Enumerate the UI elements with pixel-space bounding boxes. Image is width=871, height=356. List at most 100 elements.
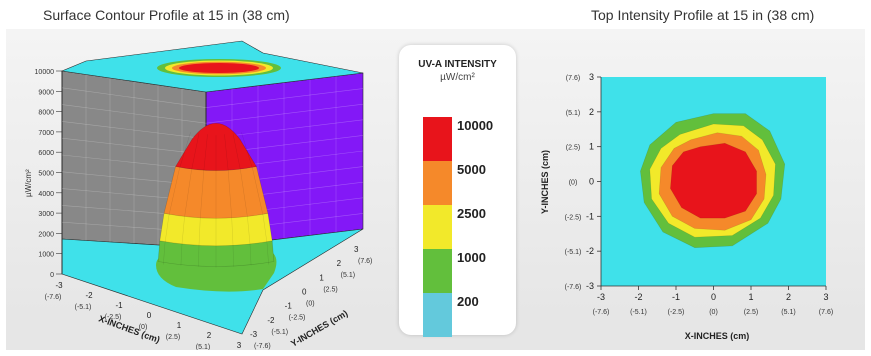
y-tick-cm-label: (5.1) xyxy=(341,272,355,279)
top-x-tick-label: -2 xyxy=(634,292,642,302)
surface-facet-line xyxy=(184,170,192,218)
top-x-tick-cm-label: (2.5) xyxy=(744,309,758,316)
x-tick-label: 2 xyxy=(207,331,212,340)
top-intensity-chart: -3 (-7.6) -2 (-5.1) -1 (-2.5) 0 (0) 1 (2.5) 2 (5.1)… xyxy=(540,72,833,341)
z-tick-label: 9000 xyxy=(38,89,54,96)
z-tick-label: 3000 xyxy=(38,211,54,218)
legend-unit: µW/cm² xyxy=(440,72,475,83)
chart-panel: 0 1000 2000 3000 4000 5000 6000 7000 8000 9000 100… xyxy=(6,29,865,350)
top-x-tick-label: -1 xyxy=(672,292,680,302)
top-x-tick-cm-label: (-5.1) xyxy=(630,309,647,316)
surface-facet-line xyxy=(262,216,268,244)
legend-label-2500: 2500 xyxy=(457,206,486,221)
x-tick-label: 1 xyxy=(177,321,182,330)
y-tick-cm-label: (-5.1) xyxy=(271,329,288,336)
x-tick-cm-label: (-5.1) xyxy=(75,304,92,311)
z-axis: 0 1000 2000 3000 4000 5000 6000 7000 8000 9000 100… xyxy=(35,69,62,279)
top-y-tick-label: 2 xyxy=(589,107,594,117)
surface-facet-line xyxy=(181,217,185,245)
x-tick-label: -3 xyxy=(55,281,63,290)
z-tick-label: 2000 xyxy=(38,231,54,238)
top-y-tick-cm-label: (5.1) xyxy=(566,110,580,117)
surface-facet-line xyxy=(228,171,232,219)
y-tick-cm-label: (0) xyxy=(306,301,315,308)
top-x-tick-label: 2 xyxy=(786,292,791,302)
legend-swatch-1000 xyxy=(423,249,452,293)
surface-facet-line xyxy=(198,218,201,246)
surface-facet-line xyxy=(179,132,191,170)
legend-label-10000: 10000 xyxy=(457,118,494,133)
z-tick-label: 8000 xyxy=(38,110,54,117)
y-tick-label: -2 xyxy=(267,316,275,325)
top-y-tick-label: -3 xyxy=(586,281,594,291)
z-tick-label: 1000 xyxy=(38,252,54,259)
top-y-axis-label: Y-INCHES (cm) xyxy=(540,150,550,214)
legend-swatch-10000 xyxy=(423,117,452,161)
ceiling-contour xyxy=(157,59,281,77)
y-tick-cm-label: (-7.6) xyxy=(254,343,271,350)
surface-facet-line xyxy=(180,244,183,266)
top-x-tick-label: 0 xyxy=(711,292,716,302)
surface-facet-line xyxy=(252,169,264,217)
surface-facet-line xyxy=(232,133,241,171)
surface-facet-line xyxy=(168,169,180,217)
x-tick-label: 0 xyxy=(147,311,152,320)
legend-swatch-2500 xyxy=(423,205,452,249)
z-axis-label: µW/cm² xyxy=(24,169,33,197)
top-y-tick-label: -2 xyxy=(586,246,594,256)
top-x-tick-label: 1 xyxy=(748,292,753,302)
surface-facet-line xyxy=(232,245,234,267)
z-tick-label: 10000 xyxy=(35,69,55,76)
surface-facet-line xyxy=(224,134,229,172)
surface-facet-line xyxy=(240,170,248,218)
legend-title: UV-A INTENSITY xyxy=(418,59,497,70)
top-x-tick-label: -3 xyxy=(597,292,605,302)
surface-facet-line xyxy=(241,132,253,170)
y-tick-label: 3 xyxy=(354,245,359,254)
top-y-tick-cm-label: (-5.1) xyxy=(565,249,582,256)
z-tick-label: 5000 xyxy=(38,171,54,178)
top-y-tick-cm-label: (-2.5) xyxy=(565,214,582,221)
contour-fills xyxy=(640,113,786,249)
y-tick-cm-label: (2.5) xyxy=(323,286,337,293)
surface-facet-line xyxy=(249,244,252,266)
top-x-tick-cm-label: (-7.6) xyxy=(593,309,610,316)
surface-facet-line xyxy=(200,171,204,219)
x-tick-label: -2 xyxy=(85,291,93,300)
surface-facet-line xyxy=(163,243,166,265)
legend-label-5000: 5000 xyxy=(457,162,486,177)
y-tick-cm-label: (7.6) xyxy=(358,258,372,265)
legend-card: UV-A INTENSITY µW/cm² 10000 5000 2500 1000 2… xyxy=(399,45,516,337)
x-tick-cm-label: (5.1) xyxy=(196,344,210,350)
x-tick-cm-label: (2.5) xyxy=(166,334,180,341)
wall-gridline xyxy=(205,103,364,124)
top-x-tick-label: 3 xyxy=(823,292,828,302)
legend-label-200: 200 xyxy=(457,294,479,309)
x-tick-cm-label: (-2.5) xyxy=(105,314,122,321)
surface-chart-title: Surface Contour Profile at 15 in (38 cm) xyxy=(43,7,290,23)
legend-swatch-5000 xyxy=(423,161,452,205)
y-tick-cm-label: (-2.5) xyxy=(289,315,306,322)
y-tick-label: -3 xyxy=(250,330,258,339)
surface-facet-line xyxy=(198,245,200,267)
surface-band-10000 xyxy=(175,123,257,171)
x-axis-label: X-INCHES (cm) xyxy=(97,313,161,344)
top-y-tick-label: 0 xyxy=(589,177,594,187)
surface-facet-line xyxy=(266,243,269,265)
wall-gridline xyxy=(61,104,207,124)
wall-gridline xyxy=(205,88,364,108)
top-y-tick-label: 1 xyxy=(589,142,594,152)
wall-gridline xyxy=(61,121,207,140)
surface-facet-line xyxy=(203,134,208,172)
top-y-tick-cm-label: (7.6) xyxy=(566,75,580,82)
legend-label-1000: 1000 xyxy=(457,250,486,265)
surface-contour-chart: 0100020003000400050006000700080009000100… xyxy=(24,40,372,350)
surface-bands xyxy=(157,123,275,268)
top-y-tick-cm-label: (-7.6) xyxy=(565,284,582,291)
top-y-tick-label: 3 xyxy=(589,72,594,82)
wall-gridline xyxy=(61,137,207,155)
y-tick-label: 0 xyxy=(302,288,307,297)
top-x-tick-cm-label: (5.1) xyxy=(781,309,795,316)
x-tick-label: 3 xyxy=(237,341,242,350)
z-tick-label: 7000 xyxy=(38,130,54,137)
